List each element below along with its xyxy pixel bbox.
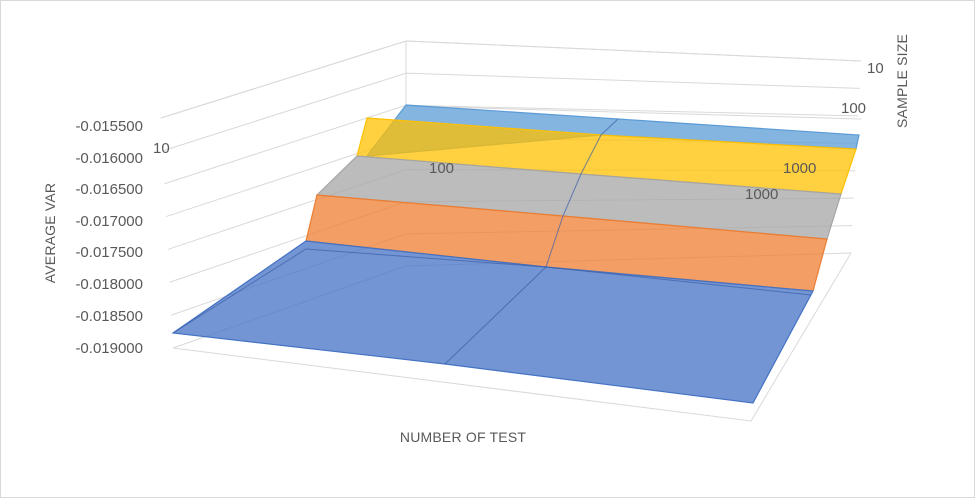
z-tick-label: -0.019000 <box>75 340 143 357</box>
x-tick-label: 10 <box>153 140 170 157</box>
z-tick-label: -0.015500 <box>75 118 143 135</box>
z-tick-label: -0.016000 <box>75 150 143 167</box>
x-axis-ticks: 10 100 1000 <box>153 140 778 203</box>
surface-bands <box>171 104 860 404</box>
back-wall-top-edge <box>160 40 862 119</box>
surface-cell-line <box>444 266 547 365</box>
y-axis-title: SAMPLE SIZE <box>894 34 910 128</box>
surface-cell-line <box>305 248 547 268</box>
z-axis-ticks: -0.015500 -0.016000 -0.016500 -0.017000 … <box>75 118 143 357</box>
z-axis-title: AVERAGE VAR <box>42 183 58 284</box>
surface-cell-line <box>600 118 619 136</box>
y-axis-ticks: 10 100 1000 <box>783 60 884 177</box>
x-tick-label: 100 <box>429 160 454 177</box>
z-tick-label: -0.017000 <box>75 213 143 230</box>
surface-cell-line <box>172 248 307 334</box>
z-tick-label: -0.018000 <box>75 276 143 293</box>
surface-cell-line <box>580 134 602 175</box>
z-tick-label: -0.017500 <box>75 244 143 261</box>
floor-outline <box>172 252 852 422</box>
z-tick-label: -0.018500 <box>75 308 143 325</box>
surface-cell-lines <box>172 118 812 365</box>
y-tick-label: 100 <box>841 100 866 117</box>
surface-cell-line <box>545 266 812 296</box>
z-tick-label: -0.016500 <box>75 181 143 198</box>
y-tick-label: 1000 <box>783 160 816 177</box>
gridline <box>160 40 862 119</box>
y-tick-label: 10 <box>867 60 884 77</box>
x-tick-label: 1000 <box>745 186 778 203</box>
gridline <box>162 72 860 152</box>
surface-cell-line <box>545 215 564 268</box>
x-axis-title: NUMBER OF TEST <box>400 429 526 445</box>
surface-cell-line <box>562 173 582 217</box>
